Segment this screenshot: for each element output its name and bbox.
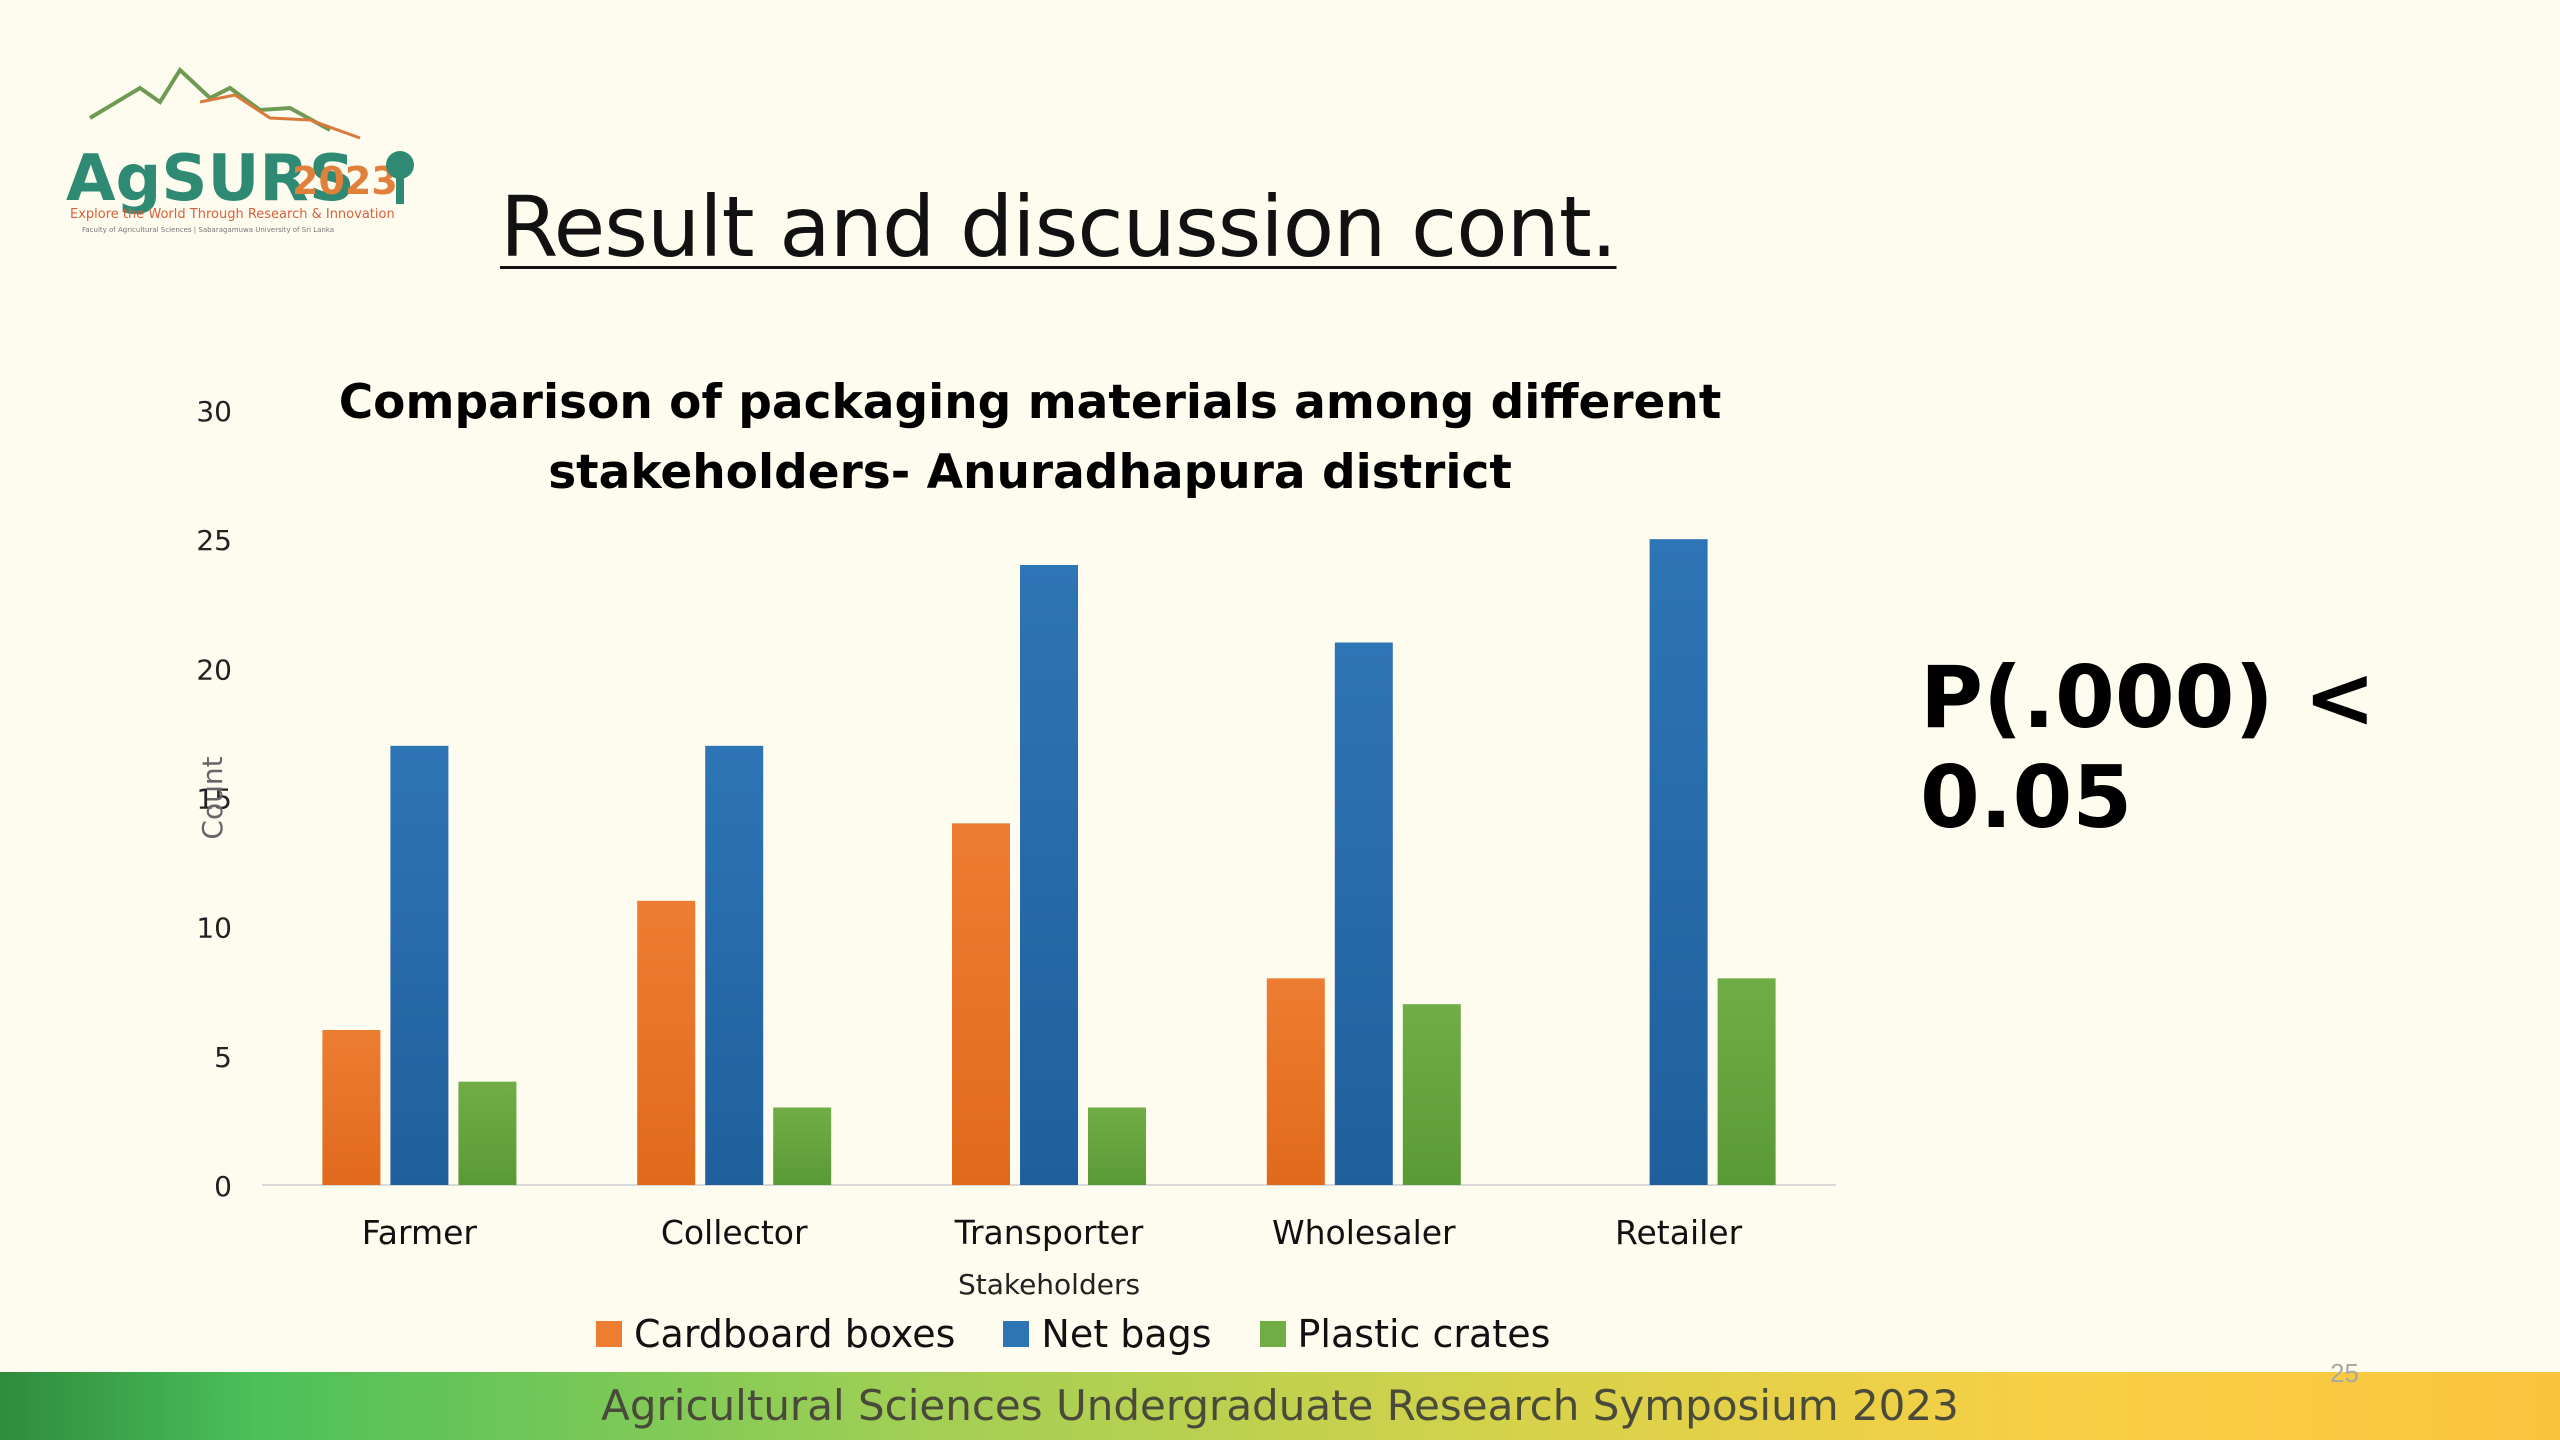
x-tick-label: Transporter [954, 1213, 1144, 1252]
x-tick-label: Retailer [1615, 1213, 1743, 1252]
legend-item-net-bags: Net bags [1003, 1312, 1212, 1356]
x-tick-label: Collector [661, 1213, 808, 1252]
footer-bar [0, 1372, 2560, 1440]
bar-cardboard-boxes-transporter [952, 823, 1010, 1185]
bar-plastic-crates-retailer [1717, 978, 1776, 1185]
y-tick-label: 20 [196, 653, 232, 686]
y-tick-label: 15 [196, 783, 232, 816]
bar-cardboard-boxes-farmer [322, 1030, 381, 1185]
y-tick-label: 10 [196, 912, 232, 945]
chart-title: Comparison of packaging materials among … [330, 368, 1730, 508]
y-tick-label: 5 [214, 1041, 232, 1074]
legend-swatch-plastic-crates [1259, 1321, 1286, 1347]
bar-plastic-crates-farmer [458, 1081, 517, 1185]
y-tick-label: 30 [196, 395, 232, 428]
footer-text: Agricultural Sciences Undergraduate Rese… [601, 1381, 1959, 1430]
bar-plastic-crates-wholesaler [1402, 1004, 1461, 1185]
y-tick-label: 25 [196, 524, 232, 557]
logo-year: 2023 [292, 159, 398, 203]
agsurs-logo: AgSURS 2023 Explore the World Through Re… [66, 66, 414, 234]
legend-swatch-cardboard [596, 1321, 622, 1347]
legend-swatch-net-bags [1003, 1321, 1030, 1347]
page-number: 25 [2330, 1358, 2359, 1388]
chart-legend: Cardboard boxes Net bags Plastic crates [596, 1312, 1550, 1356]
legend-label-cardboard: Cardboard boxes [634, 1312, 956, 1356]
bar-net-bags-wholesaler [1334, 642, 1393, 1185]
x-tick-label: Farmer [362, 1213, 478, 1252]
legend-label-net-bags: Net bags [1041, 1312, 1212, 1356]
bar-net-bags-transporter [1020, 565, 1078, 1185]
y-axis-label: Count [196, 756, 229, 839]
bar-net-bags-collector [705, 745, 764, 1185]
legend-item-cardboard: Cardboard boxes [596, 1312, 955, 1356]
y-tick-label: 0 [214, 1170, 232, 1203]
x-tick-label: Wholesaler [1272, 1213, 1456, 1252]
x-axis-label: Stakeholders [958, 1268, 1140, 1301]
chart-title-line-2: stakeholders- Anuradhapura district [548, 445, 1512, 500]
bar-plastic-crates-collector [773, 1107, 832, 1185]
slide-title: Result and discussion cont. [500, 178, 1617, 276]
logo-tagline: Explore the World Through Research & Inn… [70, 207, 395, 222]
logo-name: AgSURS [66, 142, 355, 216]
p-value-annotation: P(.000) < 0.05 [1920, 648, 2376, 848]
logo-subline: Faculty of Agricultural Sciences | Sabar… [82, 226, 334, 234]
legend-item-plastic-crates: Plastic crates [1259, 1312, 1551, 1356]
bar-net-bags-farmer [390, 745, 449, 1185]
bar-plastic-crates-transporter [1088, 1107, 1146, 1185]
bar-net-bags-retailer [1649, 539, 1708, 1185]
bar-cardboard-boxes-collector [637, 900, 696, 1185]
chart-title-line-1: Comparison of packaging materials among … [338, 375, 1722, 430]
legend-label-plastic-crates: Plastic crates [1297, 1312, 1551, 1356]
bar-cardboard-boxes-wholesaler [1266, 978, 1325, 1185]
